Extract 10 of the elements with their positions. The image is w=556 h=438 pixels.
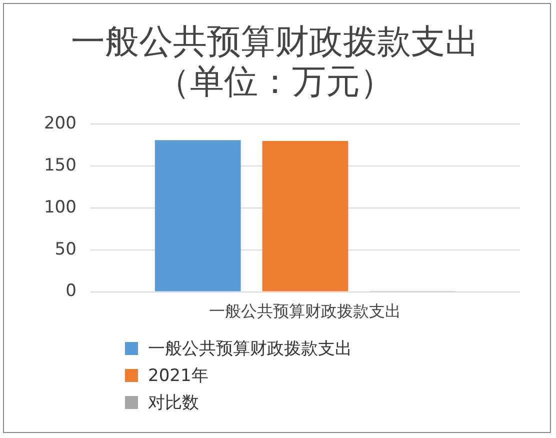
legend-label: 2021年 bbox=[148, 365, 208, 387]
y-tick-label: 0 bbox=[66, 281, 76, 302]
y-tick-label: 200 bbox=[44, 114, 76, 134]
legend-label: 一般公共预算财政拨款支出 bbox=[148, 338, 352, 360]
category-label: 一般公共预算财政拨款支出 bbox=[209, 302, 402, 321]
y-tick-label: 100 bbox=[44, 197, 76, 218]
y-tick-label: 150 bbox=[44, 156, 76, 176]
chart-title: （单位：万元） bbox=[156, 62, 394, 102]
y-tick-label: 50 bbox=[54, 239, 76, 260]
legend-label: 对比数 bbox=[148, 392, 199, 414]
